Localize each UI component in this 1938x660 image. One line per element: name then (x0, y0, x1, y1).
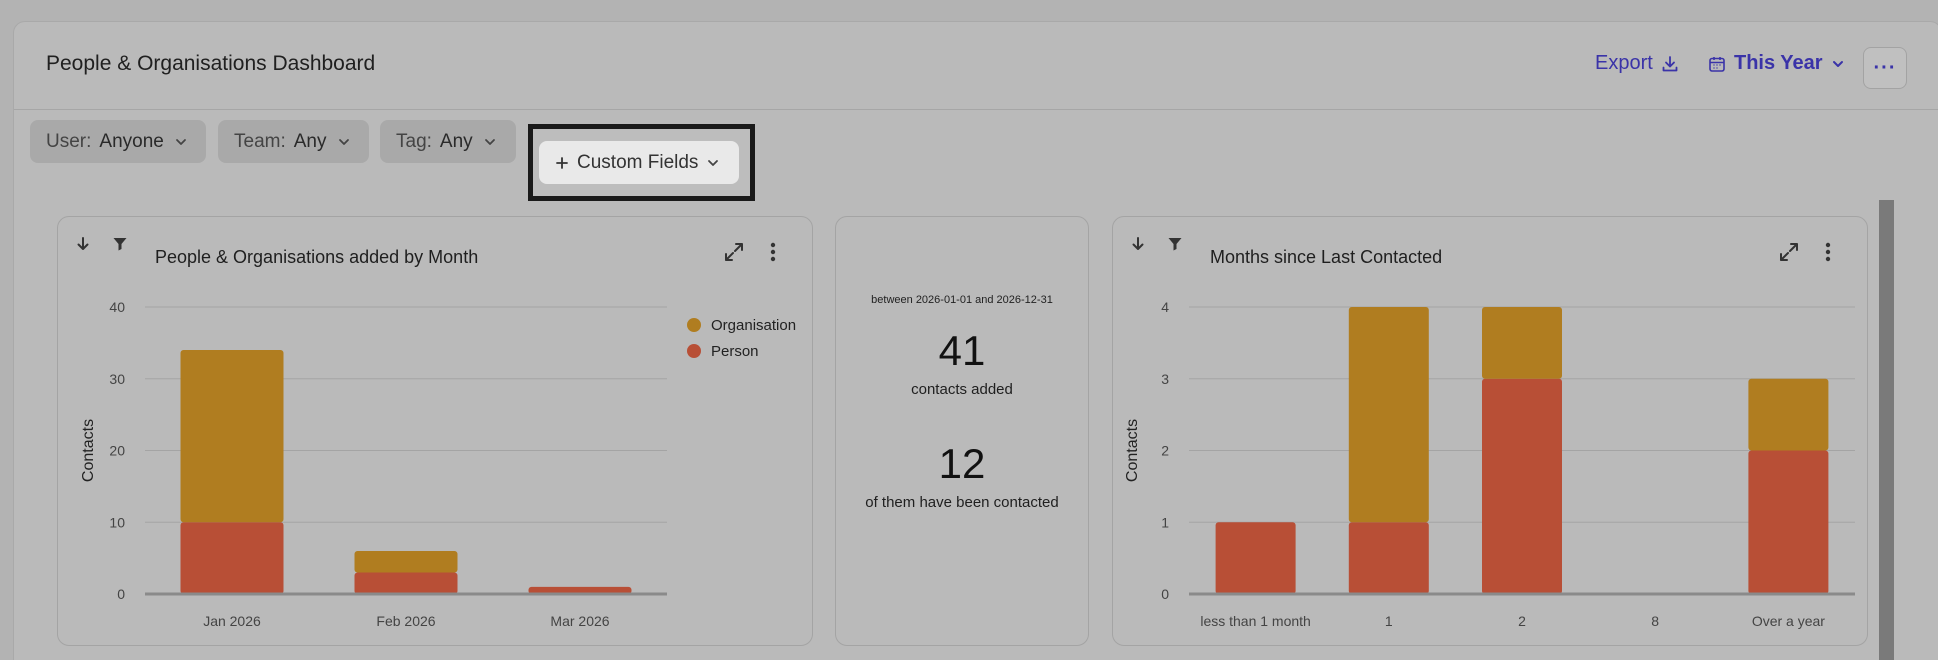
bar-person[interactable] (354, 572, 458, 594)
chart-added-by-month: 0 10 20 30 40 Contacts Jan 2026 Feb 2026 Mar 202… (80, 299, 796, 629)
y-tick-label: 4 (1161, 299, 1169, 315)
filter-team[interactable]: Team: Any (218, 120, 369, 163)
chart-title: Months since Last Contacted (1210, 247, 1443, 267)
bar-organisation[interactable] (1482, 307, 1562, 379)
chevron-down-icon (338, 138, 349, 145)
y-axis-label: Contacts (1124, 419, 1141, 482)
period-label: This Year (1734, 52, 1823, 74)
y-tick-label: 40 (109, 299, 125, 315)
plus-icon (556, 156, 568, 169)
sort-down-icon[interactable] (74, 235, 92, 253)
page-title: People & Organisations Dashboard (46, 52, 376, 75)
x-tick-label: 2 (1518, 613, 1526, 629)
filter-icon[interactable] (1166, 235, 1184, 253)
bar-organisation[interactable] (180, 350, 284, 523)
x-tick-label: Feb 2026 (376, 613, 435, 629)
chevron-down-icon (175, 138, 186, 145)
chart-card-last-contacted: Months since Last Contacted 0 1 2 3 4 Contact… (1112, 216, 1868, 646)
chart-last-contacted: 0 1 2 3 4 Contacts less than 1 month 1 2 8 Over a … (1124, 299, 1855, 629)
chevron-down-icon (484, 138, 495, 145)
bar-person[interactable] (528, 586, 632, 594)
kebab-icon[interactable] (769, 241, 777, 263)
filter-tag-key: Tag: (396, 130, 432, 152)
bar-person[interactable] (1215, 522, 1296, 594)
kpi-added-count: 41 (938, 327, 986, 374)
kebab-icon[interactable] (1824, 241, 1832, 263)
y-tick-label: 0 (1161, 586, 1169, 602)
legend-label: Person (711, 343, 759, 360)
filter-tag[interactable]: Tag: Any (380, 120, 516, 163)
y-axis-label: Contacts (80, 419, 97, 482)
legend-swatch (687, 318, 701, 332)
x-tick-label: 1 (1385, 613, 1393, 629)
expand-icon[interactable] (723, 241, 745, 263)
filter-team-value: Any (293, 130, 327, 152)
y-tick-label: 0 (117, 586, 125, 602)
export-label: Export (1595, 52, 1653, 74)
filter-team-key: Team: (234, 130, 286, 152)
export-button[interactable]: Export (1595, 52, 1679, 75)
y-tick-label: 20 (109, 443, 125, 459)
kpi-date-range: between 2026-01-01 and 2026-12-31 (871, 294, 1053, 306)
chevron-down-icon (1832, 60, 1843, 67)
x-tick-label: Jan 2026 (203, 613, 261, 629)
bar-person[interactable] (1482, 378, 1562, 594)
chart-card-added-by-month: People & Organisations added by Month 0 1… (57, 216, 813, 646)
calendar-icon (1709, 56, 1725, 72)
sort-down-icon[interactable] (1129, 235, 1147, 253)
kebab-icon: ··· (1873, 56, 1897, 79)
x-tick-label: Over a year (1752, 613, 1825, 629)
download-icon (1662, 55, 1678, 71)
chart-title: People & Organisations added by Month (155, 247, 479, 267)
bar-person[interactable] (180, 522, 284, 594)
bar-organisation[interactable] (354, 550, 458, 573)
x-tick-label: Mar 2026 (550, 613, 609, 629)
legend-label: Organisation (711, 317, 796, 334)
bar-organisation[interactable] (1748, 378, 1829, 451)
x-tick-label: less than 1 month (1200, 613, 1311, 629)
y-tick-label: 3 (1161, 371, 1169, 387)
y-tick-label: 2 (1161, 443, 1169, 459)
scrollbar[interactable] (1879, 200, 1894, 660)
bar-person[interactable] (1348, 522, 1429, 594)
filter-user[interactable]: User: Anyone (30, 120, 206, 163)
filter-tag-value: Any (439, 130, 473, 152)
legend-swatch (687, 344, 701, 358)
y-tick-label: 1 (1161, 514, 1169, 530)
period-selector[interactable]: This Year (1708, 52, 1845, 75)
filter-user-value: Anyone (99, 130, 164, 152)
chevron-down-icon (708, 159, 719, 166)
bar-organisation[interactable] (1348, 307, 1429, 523)
kpi-card: between 2026-01-01 and 2026-12-31 41 con… (835, 216, 1089, 646)
kpi-contacted-count: 12 (938, 440, 986, 487)
more-options-button[interactable]: ··· (1863, 47, 1907, 89)
expand-icon[interactable] (1778, 241, 1800, 263)
dashboard-header: People & Organisations Dashboard Export … (14, 22, 1938, 110)
y-tick-label: 30 (109, 371, 125, 387)
bar-person[interactable] (1748, 450, 1829, 595)
y-tick-label: 10 (109, 514, 125, 530)
filter-user-key: User: (46, 130, 92, 152)
kpi-contacted-label: of them have been contacted (865, 494, 1059, 511)
custom-fields-label: Custom Fields (577, 151, 699, 173)
custom-fields-button[interactable]: Custom Fields (539, 141, 739, 184)
x-tick-label: 8 (1651, 613, 1659, 629)
kpi-added-label: contacts added (911, 381, 1013, 398)
filter-icon[interactable] (111, 235, 129, 253)
